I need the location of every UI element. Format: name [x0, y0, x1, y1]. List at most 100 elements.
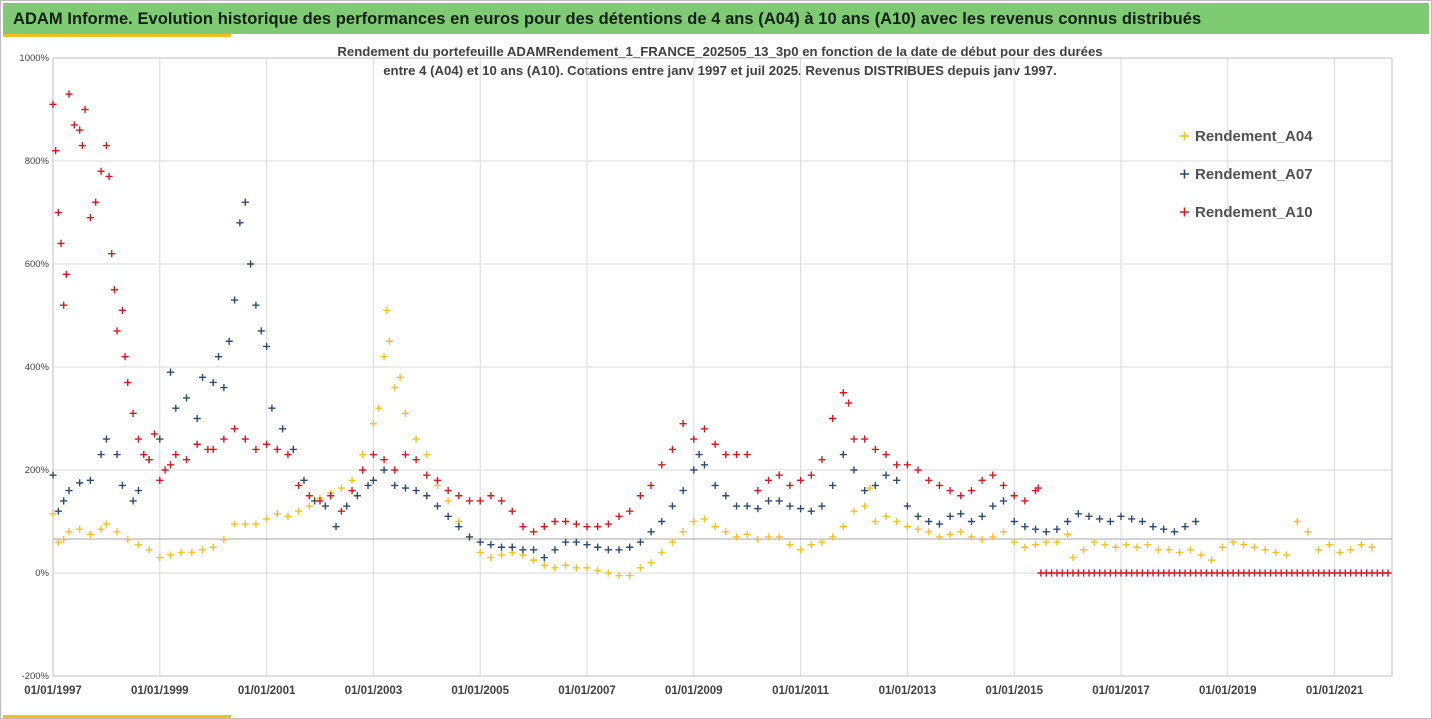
grid-lines [52, 57, 1392, 677]
point-a07 [1064, 517, 1072, 526]
point-a10 [401, 450, 410, 459]
point-a07 [102, 435, 110, 443]
point-a07 [321, 502, 329, 510]
point-a04 [829, 533, 837, 541]
point-a10 [690, 435, 698, 443]
point-a07 [380, 466, 388, 474]
point-a04 [1357, 541, 1365, 549]
point-a04 [1080, 546, 1088, 554]
point-a04 [1010, 538, 1018, 546]
point-a10 [113, 327, 121, 335]
point-a10 [914, 466, 922, 474]
point-a07 [412, 487, 420, 495]
point-a10 [161, 466, 169, 474]
point-a10 [615, 512, 623, 520]
point-a10 [583, 523, 591, 531]
point-a04 [562, 561, 570, 569]
x-tick-label: 01/01/2007 [558, 685, 616, 697]
point-a07 [60, 497, 68, 505]
point-a04 [1293, 517, 1301, 526]
point-a04 [487, 553, 495, 562]
y-tick-label: 0% [35, 568, 49, 579]
point-a07 [1138, 517, 1146, 526]
point-a07 [743, 502, 751, 510]
point-a07 [903, 502, 911, 510]
point-a07 [1181, 523, 1189, 531]
point-a04 [97, 525, 105, 533]
point-a04 [978, 535, 986, 544]
point-a07 [690, 466, 698, 474]
point-a04 [540, 561, 548, 569]
point-a04 [775, 533, 783, 541]
point-a07 [839, 450, 847, 459]
point-a07 [1053, 525, 1061, 533]
x-tick-label: 01/01/2017 [1092, 685, 1150, 697]
point-a10 [540, 523, 548, 531]
axes: 1000% 800% 600% 400% 200% 0% -200% 01/01/1997 01… [19, 53, 1393, 697]
point-a07 [508, 543, 516, 551]
data-points [49, 90, 1392, 580]
point-a04 [754, 535, 762, 544]
point-a04 [946, 530, 954, 538]
point-a10-zero [1384, 569, 1392, 577]
point-a10 [893, 461, 901, 469]
point-a07 [1021, 523, 1029, 531]
point-a10 [60, 301, 68, 309]
point-a10 [391, 466, 399, 474]
point-a07 [882, 471, 890, 479]
point-a04 [230, 520, 239, 528]
point-a07 [636, 538, 644, 546]
y-tick-label: 400% [25, 362, 50, 373]
y-tick-label: 600% [25, 259, 50, 270]
chart-subtitle-line-1: Rendement du portefeuille ADAMRendement_… [337, 44, 1102, 59]
point-a07 [562, 538, 570, 546]
point-a10 [711, 440, 719, 448]
point-a10 [967, 487, 976, 495]
point-a04 [893, 517, 901, 526]
point-a10 [86, 214, 94, 222]
point-a04 [391, 384, 399, 392]
point-a10 [423, 471, 431, 479]
point-a10 [465, 497, 474, 505]
point-a04 [60, 535, 68, 544]
point-a07 [861, 487, 869, 495]
point-a07 [754, 505, 762, 513]
point-a04 [241, 520, 249, 528]
point-a07 [54, 507, 62, 515]
point-a07 [764, 497, 773, 505]
chart-subtitle-line-2: entre 4 (A04) et 10 ans (A10). Cotations… [383, 63, 1057, 78]
point-a10 [722, 450, 730, 459]
point-a07 [999, 497, 1008, 505]
point-a04 [396, 373, 404, 381]
point-a10 [497, 497, 506, 505]
point-a07 [444, 512, 452, 520]
title-banner: ADAM Informe. Evolution historique des p… [3, 3, 1429, 34]
point-a10 [562, 517, 570, 526]
point-a04 [1053, 538, 1061, 546]
point-a04 [1069, 553, 1077, 562]
point-a04 [679, 528, 687, 536]
point-a04 [401, 409, 410, 417]
point-a04 [1144, 541, 1152, 549]
point-a07 [722, 492, 730, 500]
point-a10 [732, 450, 741, 459]
point-a04 [866, 484, 874, 492]
point-a10 [92, 198, 100, 206]
point-a07 [214, 353, 223, 361]
point-a07 [530, 546, 538, 554]
point-a10 [102, 141, 110, 150]
point-a07 [732, 502, 741, 510]
point-a10 [626, 507, 634, 515]
point-a07 [76, 479, 84, 487]
point-a04 [252, 520, 260, 528]
point-a10 [305, 492, 313, 500]
point-a07 [391, 481, 399, 490]
point-a04 [220, 535, 228, 544]
point-a07 [156, 435, 164, 443]
point-a10 [647, 481, 655, 490]
point-a07 [1106, 517, 1114, 526]
point-a10 [76, 126, 84, 134]
point-a07 [279, 425, 287, 433]
point-a04 [113, 528, 121, 536]
